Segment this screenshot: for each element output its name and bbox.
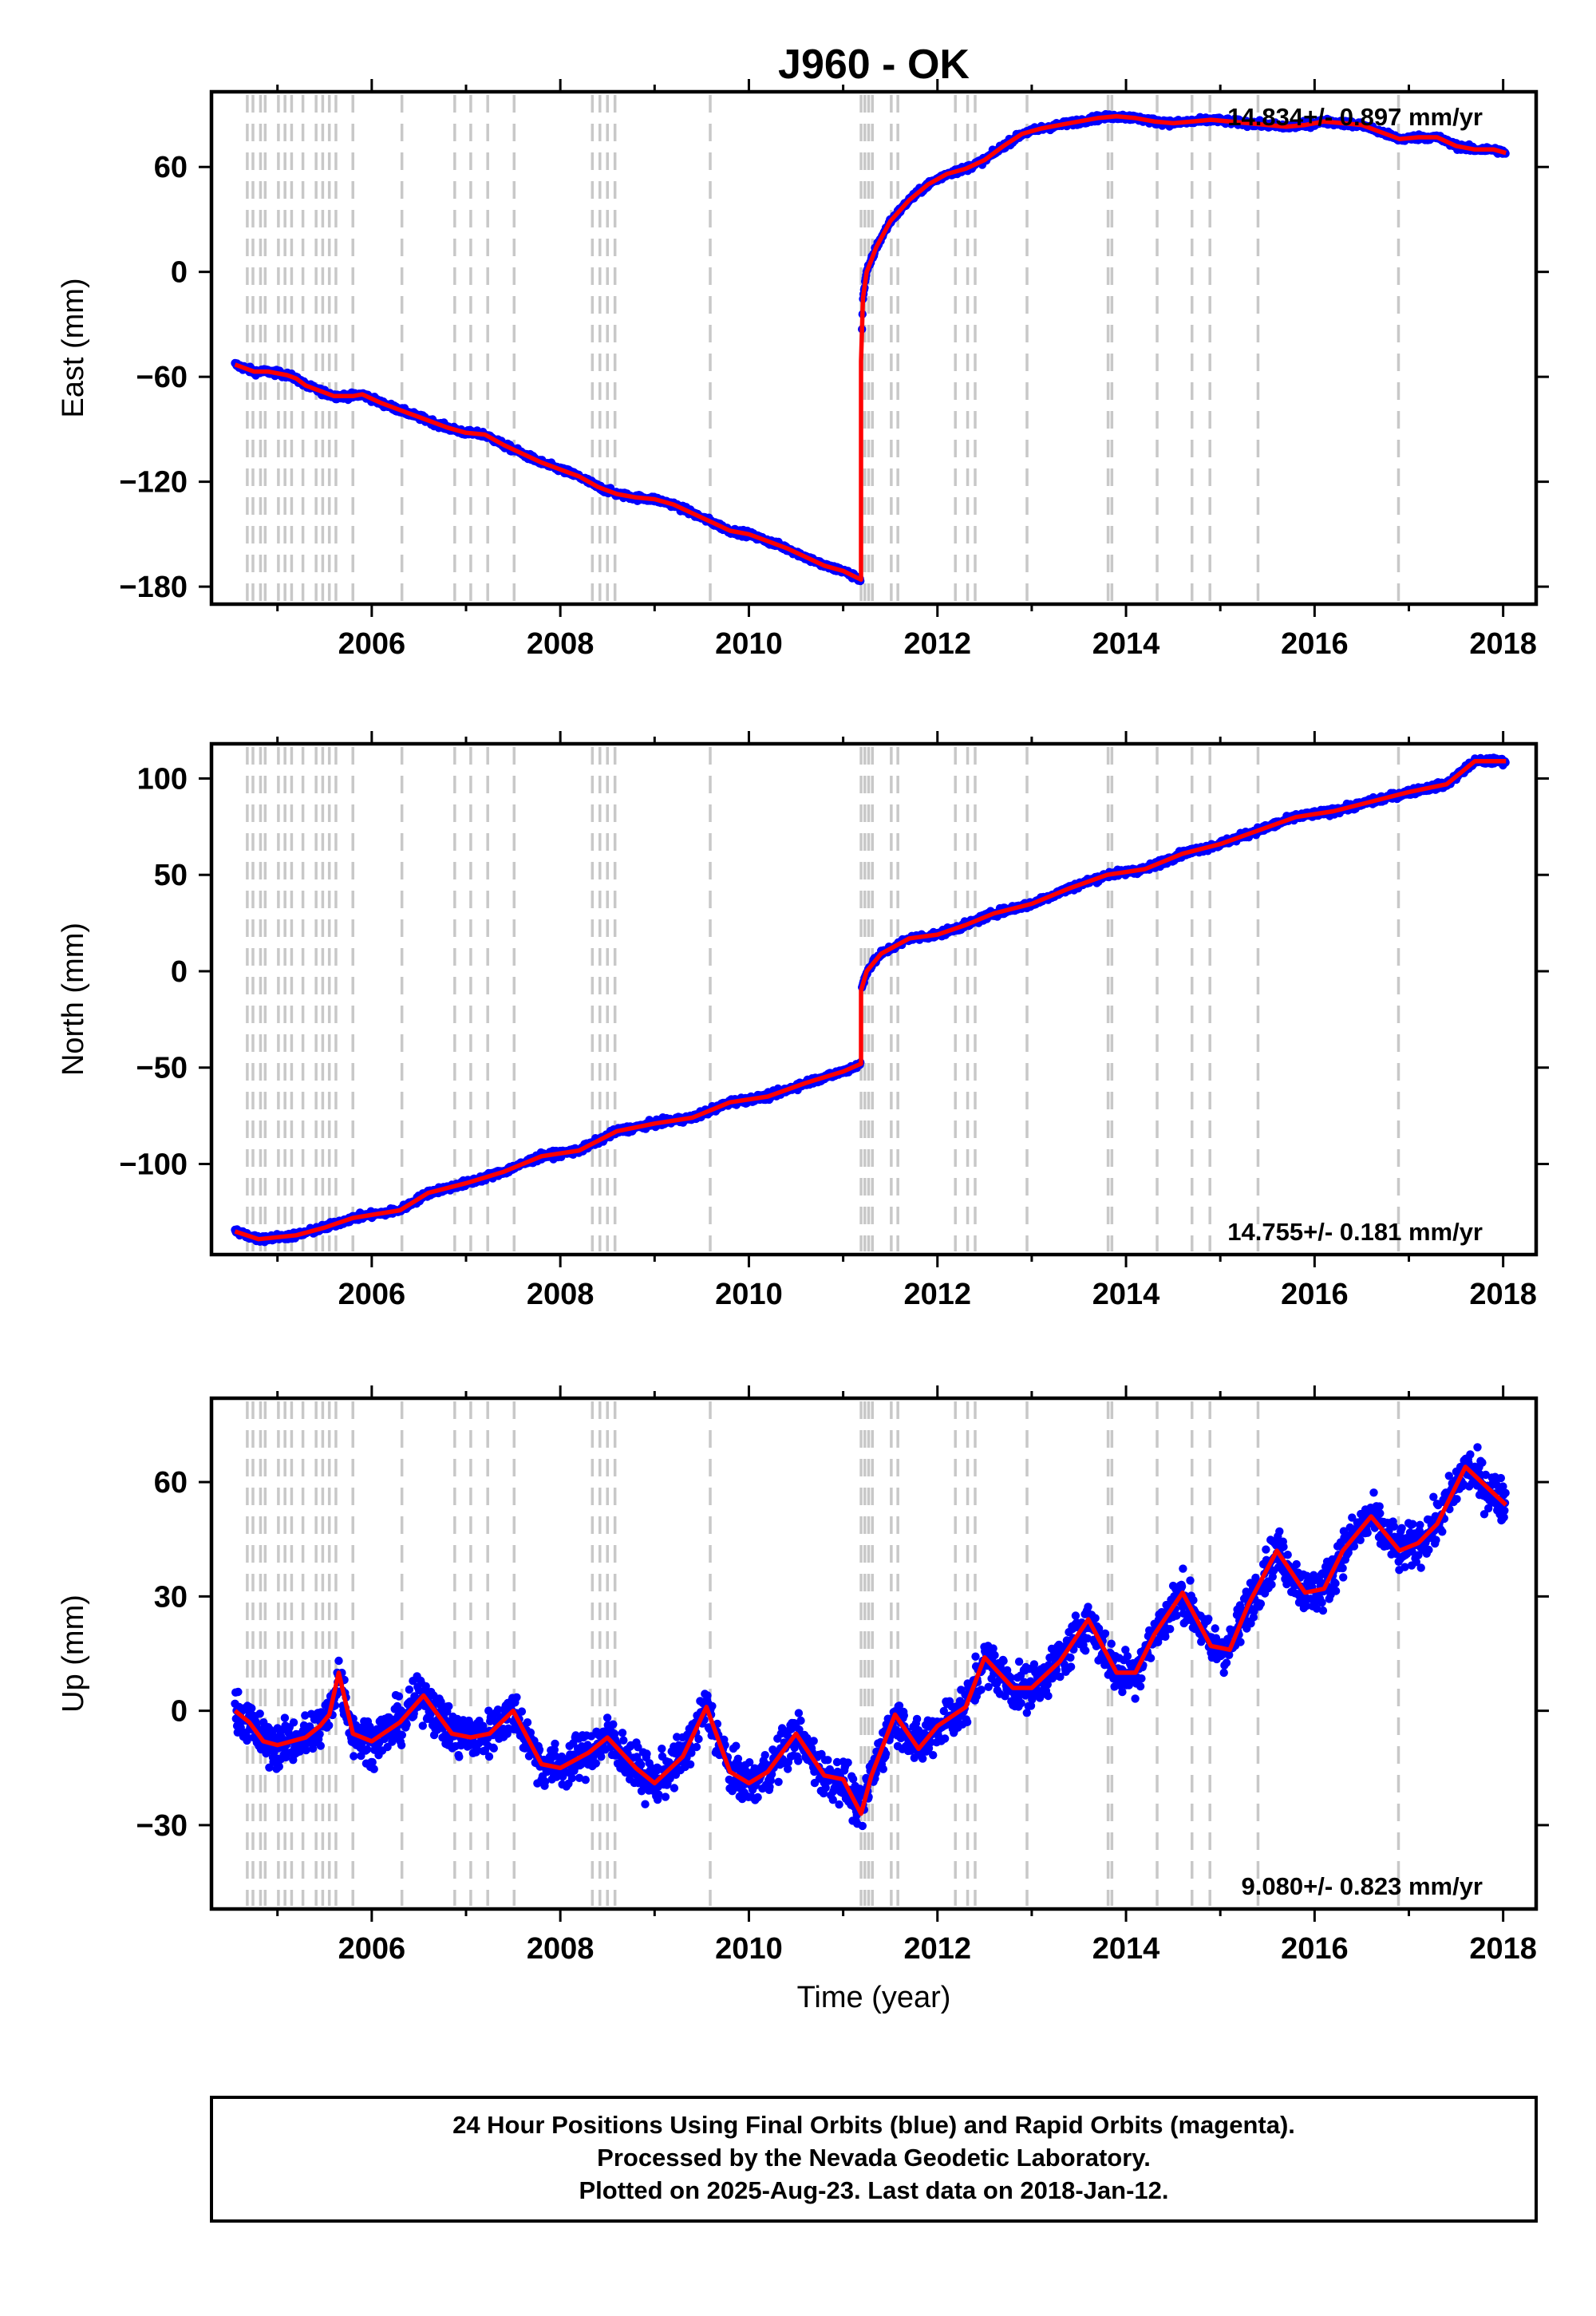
x-tick-label: 2012 <box>903 627 971 661</box>
x-tick-label: 2014 <box>1092 627 1160 661</box>
y-tick-label: 60 <box>154 151 188 184</box>
chart-title: J960 - OK <box>778 41 970 88</box>
x-tick-label: 2016 <box>1281 627 1349 661</box>
x-tick-label: 2018 <box>1469 627 1537 661</box>
y-axis-label: East (mm) <box>57 278 90 417</box>
x-tick-label: 2010 <box>715 627 783 661</box>
y-tick-label: −60 <box>136 361 188 394</box>
x-tick-label: 2006 <box>338 627 406 661</box>
y-tick-label: −120 <box>119 466 188 500</box>
east-panel: 2006 2008 2010 2012 2014 2016 2018 −180 −120 −60 0… <box>57 79 1549 661</box>
x-tick-label: 2008 <box>527 627 595 661</box>
y-tick-label: −180 <box>119 571 188 604</box>
velocity-label: 14.834+/- 0.897 mm/yr <box>1227 103 1483 131</box>
y-tick-label: 0 <box>171 256 188 290</box>
